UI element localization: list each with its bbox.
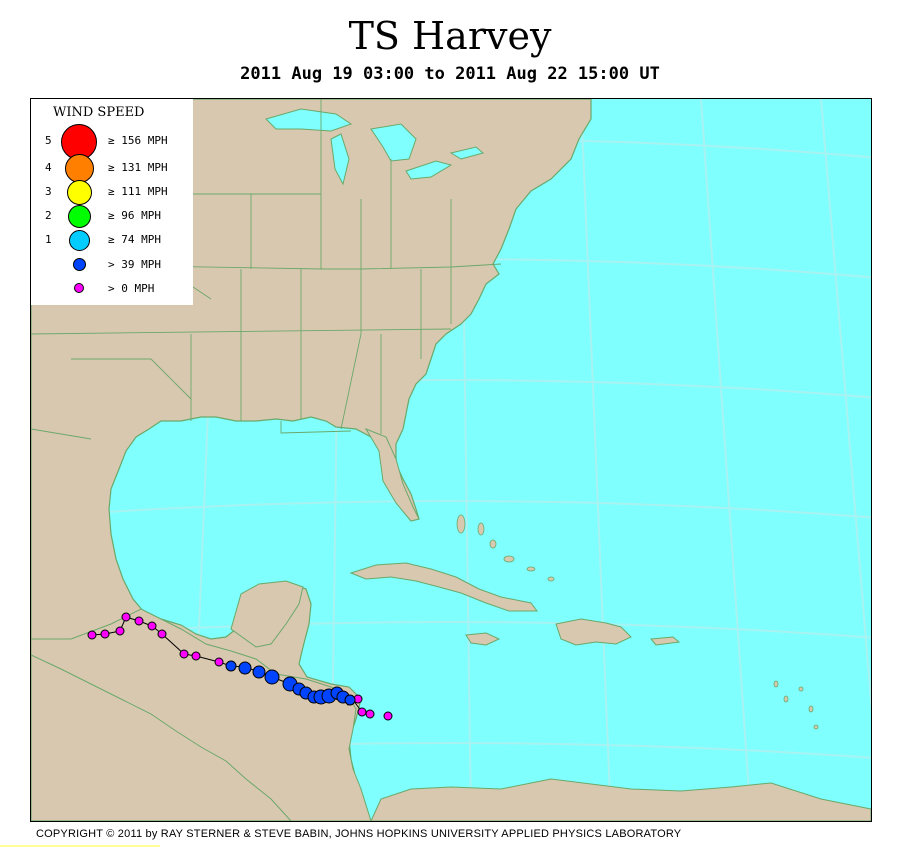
decorative-underline	[0, 845, 160, 847]
legend-label: ≥ 111 MPH	[108, 185, 168, 198]
legend-label: > 39 MPH	[108, 258, 161, 271]
legend-row-cat5: 5 ≥ 156 MPH	[31, 124, 193, 160]
legend-row-cat3: 3 ≥ 111 MPH	[31, 180, 193, 205]
cuba-land	[349, 562, 538, 612]
map-subtitle: 2011 Aug 19 03:00 to 2011 Aug 22 15:00 U…	[240, 64, 660, 84]
legend-label: ≥ 156 MPH	[108, 134, 168, 147]
legend-row-cat2: 2 ≥ 96 MPH	[31, 205, 193, 228]
legend-row-tropical-storm: > 39 MPH	[31, 255, 193, 277]
legend-dot-cat3	[67, 180, 92, 205]
copyright-notice: COPYRIGHT © 2011 by RAY STERNER & STEVE …	[36, 828, 682, 840]
legend-label: ≥ 74 MPH	[108, 233, 161, 246]
legend-category: 5	[45, 134, 52, 147]
legend-category: 4	[45, 161, 52, 174]
florida-land	[364, 427, 420, 522]
bahamas-islands	[456, 514, 819, 730]
legend-category: 3	[45, 185, 52, 198]
tropical-storm-points	[225, 660, 356, 706]
jamaica-land	[465, 632, 501, 646]
legend-row-cat1: 1 ≥ 74 MPH	[31, 230, 193, 252]
legend-dot-cat2	[68, 205, 91, 228]
south-america-land	[370, 778, 871, 821]
map-title: TS Harvey	[348, 14, 552, 58]
great-lakes	[265, 108, 485, 186]
yucatan-land	[230, 580, 304, 648]
legend-dot-cat1	[69, 230, 90, 251]
hurricane-track-map: WIND SPEED 5 ≥ 156 MPH 4 ≥ 131 MPH 3 ≥ 1…	[30, 98, 872, 822]
depression-points	[87, 612, 393, 721]
map-canvas	[31, 99, 871, 821]
puerto-rico-land	[650, 636, 681, 646]
legend-category: 1	[45, 233, 52, 246]
legend-category: 2	[45, 209, 52, 222]
legend-row-cat4: 4 ≥ 131 MPH	[31, 154, 193, 183]
legend-dot-cat4	[65, 154, 94, 183]
legend-row-depression: > 0 MPH	[31, 279, 193, 301]
state-borders	[31, 99, 502, 440]
hispaniola-land	[555, 618, 632, 646]
storm-track	[87, 612, 393, 721]
legend-title: WIND SPEED	[53, 105, 145, 120]
legend-label: ≥ 131 MPH	[108, 161, 168, 174]
wind-speed-legend: WIND SPEED 5 ≥ 156 MPH 4 ≥ 131 MPH 3 ≥ 1…	[31, 99, 193, 305]
legend-dot-depression	[74, 283, 84, 293]
legend-dot-tropical-storm	[73, 258, 86, 271]
legend-label: > 0 MPH	[108, 282, 155, 295]
legend-label: ≥ 96 MPH	[108, 209, 161, 222]
